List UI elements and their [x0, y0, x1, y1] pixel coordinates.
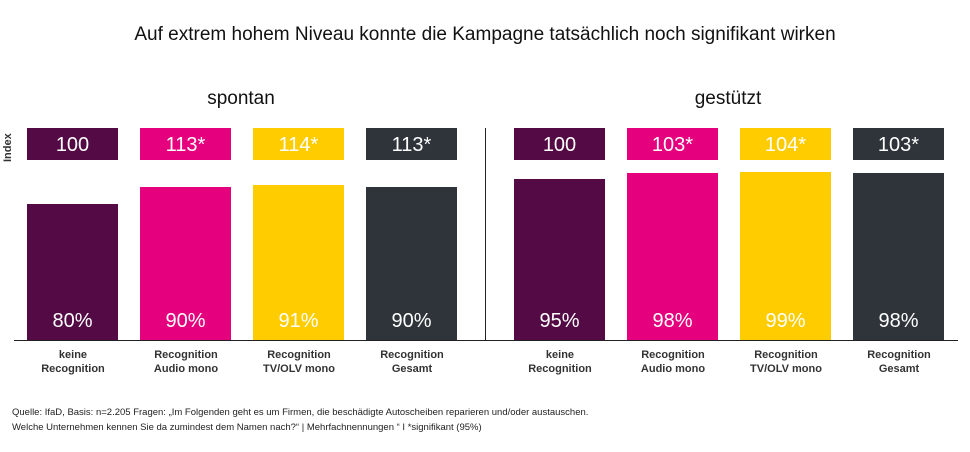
group-label-spontan: spontan: [207, 88, 275, 109]
baseline: [14, 340, 958, 341]
footnote-line-1: Quelle: IfaD, Basis: n=2.205 Fragen: „Im…: [12, 407, 589, 418]
category-label: Recognition Audio mono: [640, 349, 706, 375]
category-label: Recognition TV/OLV mono: [263, 349, 335, 375]
bar: [514, 178, 605, 340]
index-box: 113*: [366, 128, 457, 160]
index-box: 103*: [627, 128, 718, 160]
bar: [853, 173, 944, 340]
group-label-gestuetzt: gestützt: [694, 88, 762, 109]
data-label: 90%: [165, 310, 206, 332]
data-label: 80%: [52, 310, 93, 332]
data-label: 95%: [539, 310, 580, 332]
index-box: 113*: [140, 128, 231, 160]
data-label: 98%: [652, 310, 693, 332]
group-divider: [485, 128, 486, 340]
category-label: Recognition Gesamt: [380, 349, 444, 375]
bar: [366, 187, 457, 340]
category-label: keine Recognition: [41, 349, 105, 375]
index-box: 100: [27, 128, 118, 160]
bar: [627, 173, 718, 340]
index-box: 104*: [740, 128, 831, 160]
footnote-line-2: Welche Unternehmen kennen Sie da zuminde…: [12, 422, 482, 433]
bar: [27, 204, 118, 340]
index-box: 100: [514, 128, 605, 160]
data-label: 98%: [878, 310, 919, 332]
y-axis-label: Index: [2, 133, 14, 162]
category-label: Recognition Gesamt: [867, 349, 931, 375]
bar: [253, 185, 344, 340]
bar: [740, 171, 831, 340]
data-label: 90%: [391, 310, 432, 332]
data-label: 91%: [278, 310, 319, 332]
category-label: Recognition TV/OLV mono: [750, 349, 822, 375]
footnote: Quelle: IfaD, Basis: n=2.205 Fragen: „Im…: [12, 405, 588, 435]
category-label: Recognition Audio mono: [153, 349, 219, 375]
chart-title: Auf extrem hohem Niveau konnte die Kampa…: [134, 24, 836, 45]
index-box: 114*: [253, 128, 344, 160]
bar: [140, 187, 231, 340]
data-label: 99%: [765, 310, 806, 332]
index-box: 103*: [853, 128, 944, 160]
category-label: keine Recognition: [528, 349, 592, 375]
